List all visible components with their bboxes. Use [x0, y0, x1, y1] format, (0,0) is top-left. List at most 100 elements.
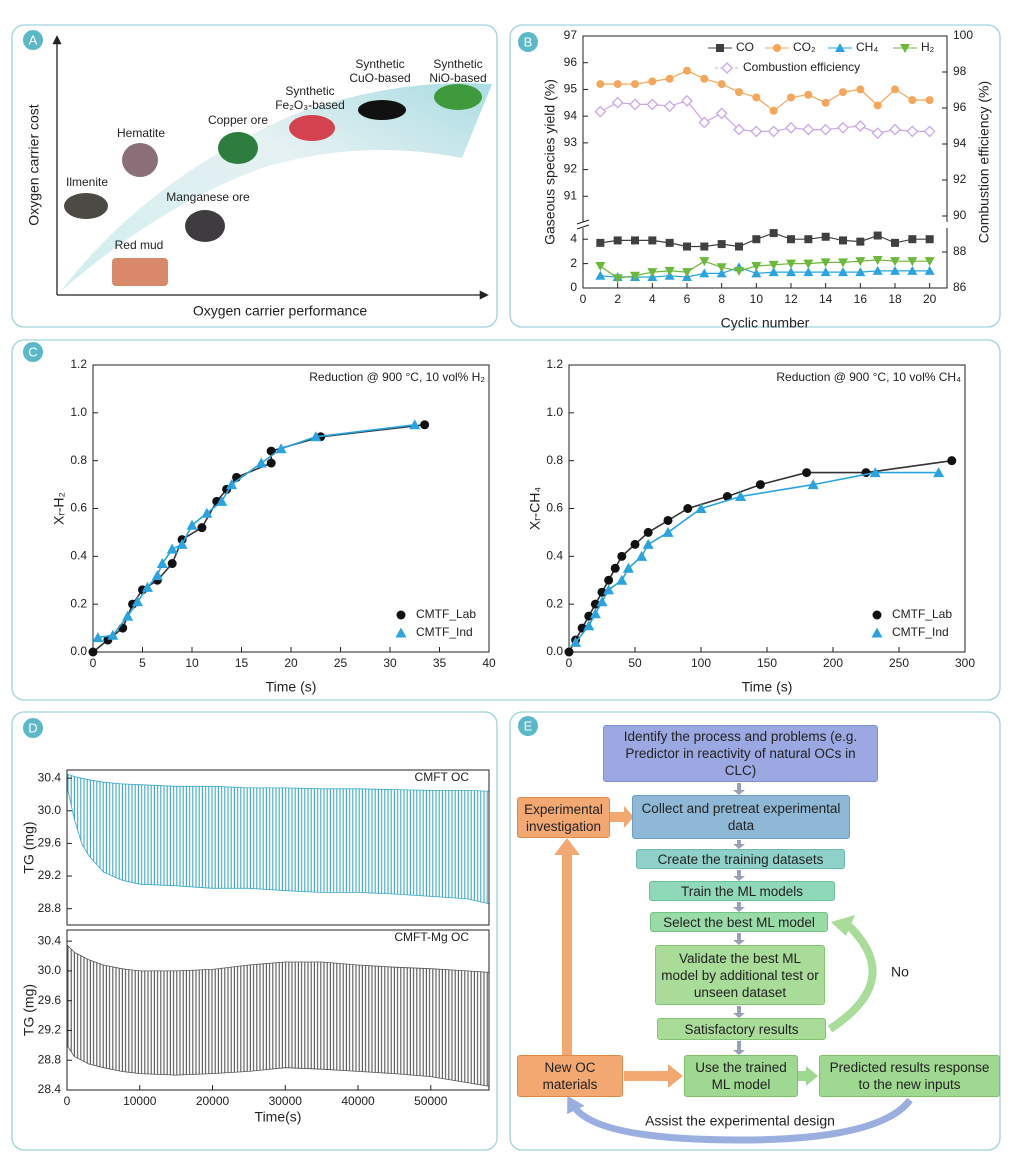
- data-point: [118, 623, 128, 633]
- data-point: [891, 238, 899, 247]
- data-point: [275, 443, 287, 454]
- legend-marker: [900, 44, 910, 53]
- data-point: [856, 85, 865, 94]
- data-point: [631, 236, 639, 245]
- green-arrow: [798, 1066, 818, 1086]
- x-tick-label: 10: [185, 656, 199, 670]
- data-point: [643, 527, 653, 537]
- y-tick-label: 90: [953, 208, 967, 222]
- sample-images: [64, 84, 482, 286]
- panel-label: A: [29, 32, 38, 47]
- data-point: [611, 96, 624, 109]
- data-point: [947, 456, 957, 466]
- legend-marker: [721, 62, 733, 74]
- y-tick-label: 30.4: [38, 933, 62, 947]
- y-tick-label: 0: [570, 280, 577, 294]
- panel-label: B: [524, 34, 533, 49]
- data-point: [595, 270, 606, 280]
- feedback-arrow: [572, 1097, 913, 1144]
- feedback-label: Assist the experimental design: [645, 1113, 835, 1129]
- data-point: [630, 539, 640, 549]
- data-point: [700, 74, 709, 83]
- trend-band: [60, 83, 492, 292]
- x-tick-label: 0: [580, 292, 587, 306]
- data-point: [648, 77, 657, 86]
- data-point: [819, 123, 832, 136]
- legend-label: CMTF_Ind: [892, 625, 949, 639]
- data-point: [132, 596, 144, 607]
- data-point: [869, 467, 881, 478]
- data-point: [700, 242, 709, 251]
- y-tick-label: 93: [564, 135, 578, 149]
- x-tick-label: 5: [139, 656, 146, 670]
- data-point: [683, 66, 691, 75]
- data-point: [603, 584, 615, 595]
- data-point: [924, 257, 935, 267]
- data-point: [872, 265, 883, 275]
- data-point: [698, 116, 711, 129]
- x-tick-label: 100: [691, 656, 711, 670]
- x-axis-label: Time(s): [255, 1109, 302, 1125]
- data-point: [735, 491, 747, 502]
- data-point: [176, 538, 188, 549]
- data-point: [665, 238, 674, 247]
- y-axis-label: Gaseous species yield (%): [542, 79, 558, 245]
- data-point: [751, 268, 762, 278]
- data-point: [838, 267, 848, 277]
- sample-label: Synthetic: [355, 57, 404, 71]
- data-point: [594, 105, 607, 118]
- data-point: [856, 237, 865, 246]
- y-tick-label: 92: [953, 172, 967, 186]
- annotation: Reduction @ 900 °C, 10 vol% CH₄: [776, 370, 961, 384]
- y-tick-label: 0.0: [70, 644, 87, 658]
- data-point: [735, 242, 743, 251]
- y-tick-label: 97: [564, 28, 578, 42]
- data-point: [167, 559, 177, 569]
- data-point: [663, 515, 673, 525]
- data-point: [616, 574, 628, 585]
- y-tick-label: 1.2: [546, 357, 563, 371]
- data-point: [769, 229, 778, 238]
- data-point: [683, 504, 693, 513]
- data-point: [804, 235, 813, 244]
- data-point: [612, 274, 623, 284]
- y-tick-label: 1.0: [546, 405, 563, 419]
- data-point: [872, 255, 883, 265]
- y-tick-label: 30.0: [38, 963, 62, 977]
- data-point: [648, 236, 657, 245]
- data-point: [613, 236, 622, 245]
- axis-break: [579, 222, 588, 228]
- y-axis-label: TG (mg): [21, 821, 37, 873]
- loop-arrow: [827, 922, 877, 1033]
- y-tick-label: 0.0: [546, 644, 563, 658]
- data-point: [663, 100, 676, 113]
- y-tick-label: 94: [953, 136, 967, 150]
- y-tick-label: 1.0: [70, 405, 87, 419]
- y-tick-label: 29.6: [38, 836, 62, 850]
- data-point: [837, 121, 849, 134]
- plot-frame: [66, 929, 490, 1091]
- flow-node: Select the best ML model: [650, 912, 828, 932]
- x-tick-label: 10: [750, 292, 764, 306]
- y-tick-label: 96: [564, 55, 578, 69]
- x-tick-label: 20000: [196, 1094, 230, 1108]
- legend-marker: [773, 44, 781, 52]
- data-point: [597, 587, 607, 597]
- y-tick-label: 4: [570, 231, 577, 245]
- data-point: [907, 265, 918, 275]
- data-point: [197, 523, 207, 533]
- legend-marker: [395, 627, 407, 638]
- panel-label: E: [524, 718, 533, 733]
- data-point: [751, 262, 762, 272]
- x-tick-label: 4: [649, 292, 656, 306]
- data-point: [107, 629, 119, 640]
- x-tick-label: 10000: [123, 1094, 157, 1108]
- data-point: [647, 268, 658, 278]
- plot-frame: [66, 769, 490, 926]
- flow-node: Satisfactory results: [657, 1018, 826, 1040]
- data-point: [716, 268, 727, 278]
- data-point: [266, 458, 276, 468]
- panel-badge: [23, 718, 43, 738]
- x-tick-label: 50: [628, 656, 642, 670]
- data-point: [854, 120, 867, 132]
